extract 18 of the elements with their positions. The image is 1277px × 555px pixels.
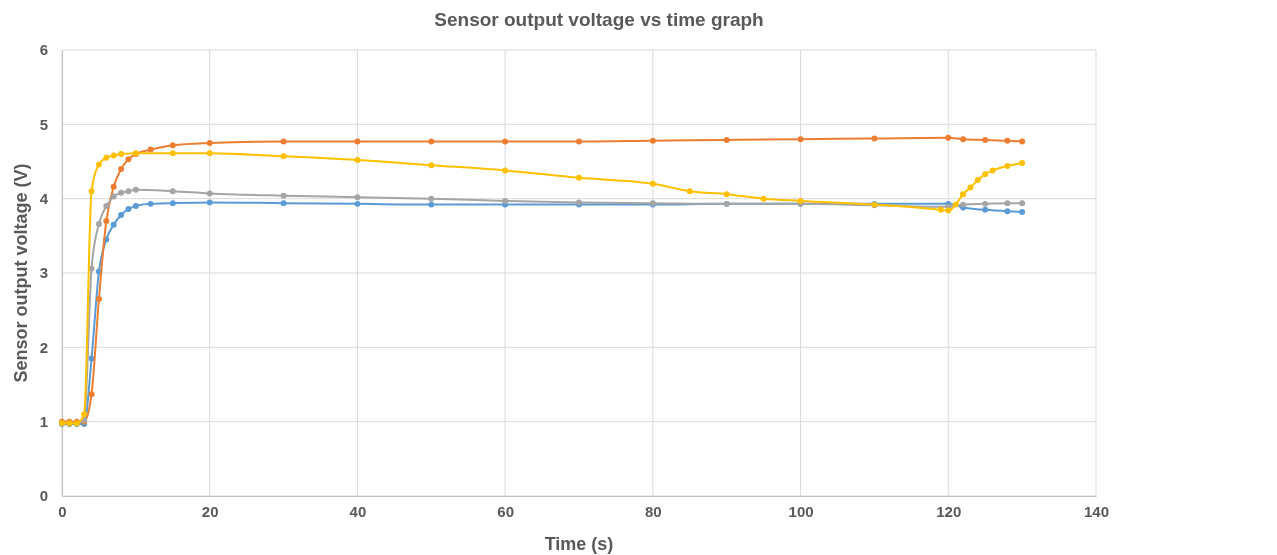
y-tick-label: 3 <box>39 264 48 282</box>
x-tick-label: 0 <box>58 502 67 520</box>
y-tick-label: 5 <box>39 115 48 133</box>
x-tick-label: 120 <box>936 502 962 520</box>
y-tick-label: 0 <box>39 487 48 505</box>
x-tick-label: 20 <box>201 502 219 520</box>
x-tick-label: 100 <box>788 502 814 520</box>
y-tick-label: 4 <box>39 189 49 207</box>
x-axis-title: Time (s) <box>544 534 614 554</box>
chart-title: Sensor output voltage vs time graph <box>434 9 764 30</box>
y-tick-label: 1 <box>39 412 48 430</box>
x-tick-label: 80 <box>645 502 662 520</box>
x-tick-label: 40 <box>349 502 367 520</box>
y-axis-title: Sensor output voltage (V) <box>11 163 31 383</box>
y-tick-label: 6 <box>39 41 48 59</box>
x-tick-label: 140 <box>1083 502 1110 520</box>
y-tick-label: 2 <box>39 338 48 356</box>
x-tick-label: 60 <box>497 502 514 520</box>
